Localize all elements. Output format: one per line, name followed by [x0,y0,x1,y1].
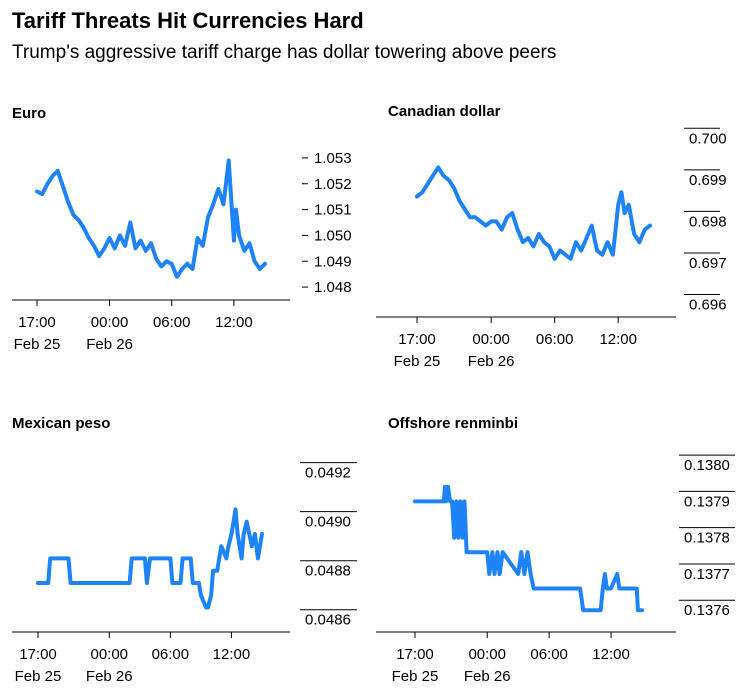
x-tick-label: 12:00 [213,646,251,663]
y-tick-label: 0.698 [689,213,727,230]
y-tick-label: 0.697 [689,255,727,272]
x-tick-label: 06:00 [530,646,568,663]
x-date-label: Feb 25 [15,668,62,685]
panel-euro: Euro 1.053 1.052 1.051 1.050 1.049 1.048 17:00 F… [12,105,352,353]
x-date-label: Feb 26 [468,353,515,370]
y-tick-label: 1.048 [314,279,352,296]
x-date-label: Feb 26 [464,668,511,685]
x-tick-label: 12:00 [599,331,637,348]
y-tick-label: 1.053 [314,150,352,167]
panel-mexican-peso: Mexican peso 0.0492 0.0490 0.0488 0.0486 17:0… [12,415,357,685]
y-tick-label: 1.051 [314,202,352,219]
y-tick-label: 0.0488 [305,563,351,580]
y-tick-label: 1.050 [314,227,352,244]
y-tick-label: 1.052 [314,176,352,193]
x-tick-label: 00:00 [91,314,129,331]
x-tick-label: 00:00 [468,646,506,663]
x-tick-label: 00:00 [90,646,128,663]
panel-offshore-renminbi: Offshore renminbi 0.1380 0.1379 0.1378 0.137… [376,415,735,685]
x-tick-label: 00:00 [472,331,510,348]
series-line [415,165,652,261]
x-tick-label: 17:00 [398,331,436,348]
x-tick-label: 06:00 [152,646,190,663]
x-date-label: Feb 26 [86,668,133,685]
x-tick-label: 12:00 [592,646,630,663]
x-date-label: Feb 25 [14,336,61,353]
x-tick-label: 12:00 [215,314,253,331]
panel-title: Offshore renminbi [388,415,518,432]
x-tick-label: 17:00 [18,314,56,331]
x-tick-label: 06:00 [153,314,191,331]
y-tick-label: 0.1376 [684,602,730,619]
panel-title: Mexican peso [12,415,110,432]
x-date-label: Feb 26 [86,336,133,353]
chart-subtitle: Trump's aggressive tariff charge has dol… [12,42,557,63]
x-date-label: Feb 25 [392,668,439,685]
y-tick-label: 0.696 [689,297,727,314]
y-tick-label: 0.1379 [684,493,730,510]
panel-title: Canadian dollar [388,103,501,120]
x-tick-label: 17:00 [396,646,434,663]
panel-title: Euro [12,105,46,122]
y-tick-label: 0.0486 [305,612,351,629]
y-tick-label: 0.0490 [305,514,351,531]
series-line [35,158,267,279]
panel-canadian-dollar: Canadian dollar 0.700 0.699 0.698 0.697 0.696… [376,103,727,370]
y-tick-label: 0.1380 [684,457,730,474]
y-tick-label: 0.0492 [305,465,351,482]
y-tick-label: 0.1377 [684,566,730,583]
series-line [36,507,264,610]
y-tick-label: 0.1378 [684,530,730,547]
x-tick-label: 17:00 [19,646,57,663]
x-tick-label: 06:00 [536,331,574,348]
y-tick-label: 1.049 [314,253,352,270]
series-line [413,484,644,613]
chart-title: Tariff Threats Hit Currencies Hard [12,8,364,33]
x-date-label: Feb 25 [394,353,441,370]
y-tick-label: 0.700 [689,130,727,147]
y-tick-label: 0.699 [689,172,727,189]
